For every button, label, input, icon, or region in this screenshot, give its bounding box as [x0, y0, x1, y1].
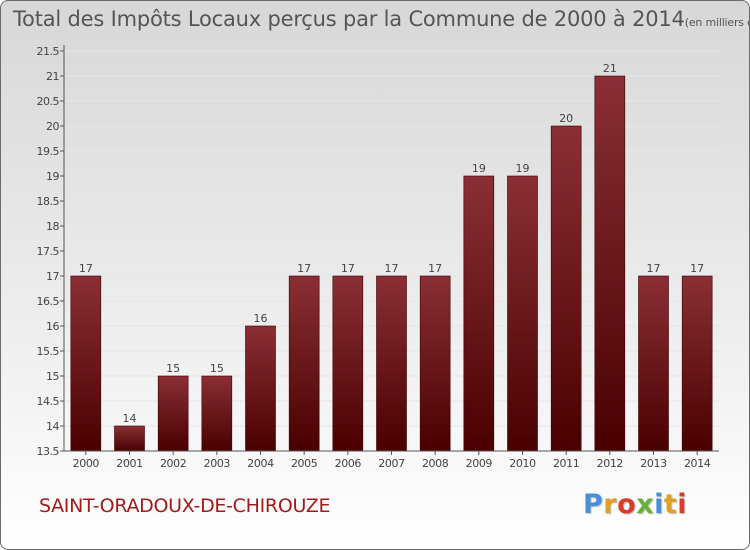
chart-title-text: Total des Impôts Locaux perçus par la Co…	[13, 7, 685, 31]
y-tick-label: 18.5	[37, 195, 60, 208]
bar-value-label: 21	[603, 62, 617, 75]
x-tick-label: 2006	[335, 457, 362, 470]
commune-name: SAINT-ORADOUX-DE-CHIROUZE	[39, 495, 331, 517]
y-tick-label: 19.5	[37, 145, 60, 158]
x-tick-label: 2001	[116, 457, 142, 470]
logo-letter: t	[663, 489, 678, 520]
bar	[376, 275, 407, 452]
y-tick-label: 19	[46, 170, 59, 183]
y-tick-label: 14	[46, 420, 59, 433]
bar-value-label: 17	[385, 262, 399, 275]
bar	[550, 125, 582, 452]
y-tick-label: 17.5	[37, 245, 60, 258]
bar	[419, 275, 451, 452]
x-tick-label: 2007	[378, 457, 405, 470]
proxiti-logo: Proxiti	[583, 489, 687, 520]
y-tick-label: 16	[46, 320, 59, 333]
y-tick-label: 17	[46, 270, 59, 283]
bar-value-label: 15	[166, 362, 180, 375]
x-tick-label: 2010	[509, 457, 536, 470]
x-tick-label: 2005	[291, 457, 318, 470]
logo-letter: x	[636, 489, 655, 520]
bar-value-label: 17	[297, 262, 311, 275]
y-tick-label: 15	[46, 370, 59, 383]
bar-value-label: 17	[690, 262, 704, 275]
bar	[245, 325, 276, 452]
bar	[463, 175, 495, 452]
x-tick-label: 2003	[204, 457, 231, 470]
x-tick-label: 2012	[597, 457, 623, 470]
bar-value-label: 14	[123, 412, 137, 425]
bars	[70, 75, 713, 452]
logo-letter: r	[603, 489, 618, 520]
y-tick-label: 14.5	[37, 395, 60, 408]
bar-value-label: 19	[472, 162, 486, 175]
logo-letter: o	[617, 489, 637, 520]
bar-value-label: 17	[341, 262, 355, 275]
bar-value-label: 20	[559, 112, 573, 125]
bar-value-label: 17	[79, 262, 93, 275]
chart-unit: (en milliers d'€)	[684, 16, 749, 29]
axes	[60, 45, 719, 455]
bar	[288, 275, 320, 452]
y-tick-label: 15.5	[37, 345, 60, 358]
y-tick-label: 16.5	[37, 295, 60, 308]
x-tick-label: 2004	[247, 457, 274, 470]
x-tick-label: 2014	[684, 457, 711, 470]
logo-letter: i	[654, 489, 664, 520]
x-tick-label: 2000	[73, 457, 100, 470]
x-tick-label: 2013	[640, 457, 667, 470]
logo-letter: P	[583, 489, 604, 520]
labels: 13.5 14 14.5 15 15.5 16 16.5 17 17.5 18 18.5 19 19.5…	[37, 45, 712, 470]
y-tick-label: 20	[46, 120, 59, 133]
x-tick-label: 2002	[160, 457, 186, 470]
bar	[332, 275, 364, 452]
bar	[681, 275, 713, 452]
bar-value-label: 17	[428, 262, 442, 275]
bar-value-label: 15	[210, 362, 224, 375]
bar	[114, 425, 145, 452]
x-tick-label: 2011	[553, 457, 579, 470]
x-tick-label: 2009	[466, 457, 493, 470]
bar-value-label: 19	[516, 162, 530, 175]
bar	[594, 75, 626, 452]
y-tick-label: 20.5	[37, 95, 60, 108]
chart-title: Total des Impôts Locaux perçus par la Co…	[13, 7, 749, 31]
bar	[201, 375, 233, 452]
y-tick-label: 21.5	[37, 45, 60, 58]
bar	[638, 275, 669, 452]
bar	[507, 175, 538, 452]
y-tick-label: 18	[46, 220, 59, 233]
bar	[157, 375, 189, 452]
logo-letter: i	[677, 489, 688, 520]
bar-value-label: 17	[647, 262, 661, 275]
x-tick-label: 2008	[422, 457, 449, 470]
y-tick-label: 13.5	[37, 445, 60, 458]
y-tick-label: 21	[46, 70, 59, 83]
bar-value-label: 16	[254, 312, 268, 325]
bar	[70, 275, 102, 452]
